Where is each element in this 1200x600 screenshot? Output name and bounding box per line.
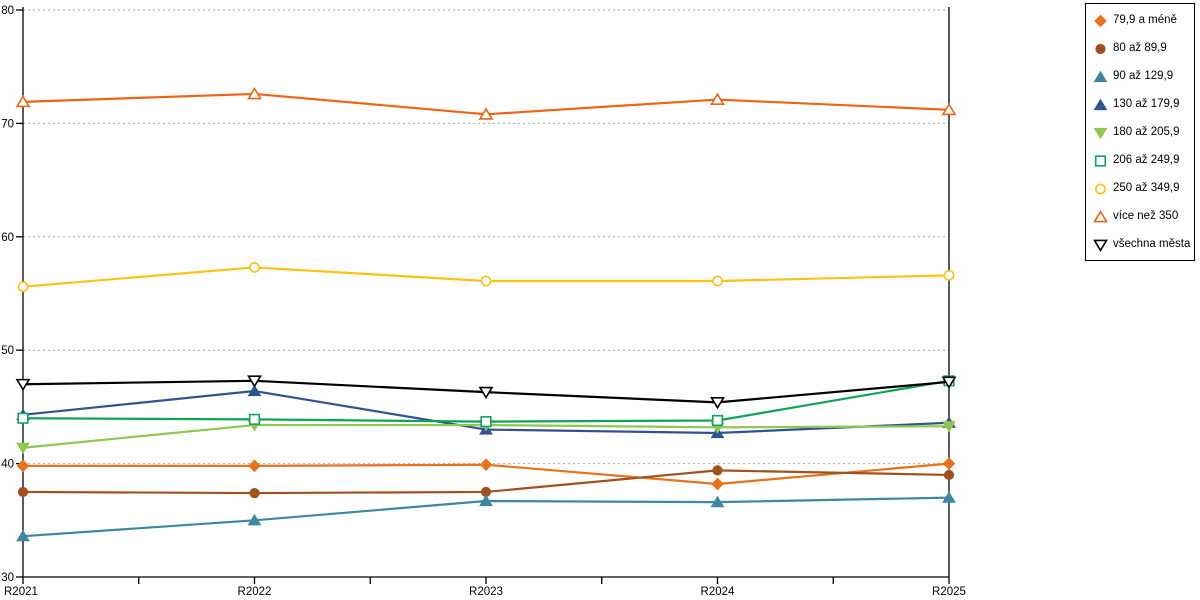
legend-item-label: 206 až 249,9 [1113,154,1180,166]
legend-marker-icon [1093,239,1108,252]
data-point-marker [478,107,494,120]
data-point-marker [712,275,723,287]
square-marker-glyph [1094,154,1107,167]
data-point-marker [16,529,30,542]
legend-marker-icon [1093,209,1108,222]
data-point-marker [711,477,724,491]
diamond-marker-glyph [1094,14,1107,27]
legend-item: všechna města [1093,237,1194,252]
legend-item-label: 180 až 205,9 [1113,126,1180,138]
data-point-marker [711,414,724,427]
data-point-marker [710,396,725,410]
legend-item: 80 až 89,9 [1093,41,1194,56]
data-point-marker [480,275,492,287]
triangle-up-marker-glyph [1093,70,1108,82]
data-point-marker [941,102,957,116]
data-point-marker [710,92,725,105]
x-axis-tick-label: R2021 [4,586,38,598]
triangle-down-marker-glyph [1093,127,1108,139]
data-point-marker [712,465,723,476]
legend-marker-icon [1093,98,1108,110]
data-point-marker [480,416,492,428]
data-point-marker [247,86,262,100]
legend-item-label: 90 až 129,9 [1113,70,1174,82]
legend-marker-icon [1093,70,1108,82]
y-axis-tick-label: 80 [1,5,14,17]
y-axis-tick-label: 70 [1,118,14,130]
data-point-marker [942,457,956,470]
legend-item: 250 až 349,9 [1093,181,1194,196]
legend-marker-icon [1095,43,1106,54]
data-point-marker [479,458,493,472]
data-point-marker [943,469,955,481]
data-point-marker [941,376,957,389]
data-point-marker [16,442,30,455]
data-point-marker [17,412,29,424]
legend-item-label: 79,9 a méně [1113,14,1177,26]
legend-item: 130 až 179,9 [1093,97,1194,112]
x-axis-tick-label: R2024 [701,586,735,598]
legend-item: 206 až 249,9 [1093,153,1194,168]
data-point-marker [710,495,725,508]
circle-marker-glyph [1095,43,1106,54]
y-axis-tick-label: 60 [1,232,14,244]
x-axis-tick-label: R2025 [932,586,966,598]
y-axis-tick-label: 30 [1,572,14,584]
data-point-marker [249,487,260,499]
legend-marker-icon [1094,14,1107,27]
data-point-marker [942,421,956,433]
triangle-down-marker-glyph [1093,239,1108,252]
x-axis-tick-label: R2023 [469,586,503,598]
y-axis-tick-label: 50 [1,345,14,357]
circle-marker-glyph [1095,183,1106,194]
data-point-marker [943,269,955,281]
legend-item-label: všechna města [1113,238,1191,250]
legend-marker-icon [1095,183,1106,194]
legend-item-label: 80 až 89,9 [1113,42,1167,54]
data-point-marker [248,413,261,425]
legend-item-label: 250 až 349,9 [1113,182,1180,194]
data-point-marker [17,281,29,293]
legend-item: 90 až 129,9 [1093,69,1194,84]
triangle-up-marker-glyph [1093,98,1108,110]
data-point-marker [247,384,262,397]
legend-item: 79,9 a méně [1093,13,1194,28]
data-point-marker [15,94,31,108]
triangle-up-marker-glyph [1093,209,1108,222]
data-point-marker [249,262,260,273]
data-point-marker [15,378,31,392]
data-point-marker [17,486,29,498]
data-point-marker [247,375,262,388]
legend-item-label: 130 až 179,9 [1113,98,1180,110]
legend-marker-icon [1093,127,1108,139]
data-point-marker [478,386,494,400]
data-point-marker [16,459,30,473]
legend-item-label: více než 350 [1113,210,1179,222]
data-point-marker [248,459,261,473]
y-axis-tick-label: 40 [1,459,14,471]
data-point-marker [479,494,493,507]
legend: 79,9 a méně 80 až 89,9 90 až 129,9 130 až 1… [1085,3,1195,261]
x-axis-tick-label: R2022 [238,586,272,598]
legend-item: 180 až 205,9 [1093,125,1194,140]
data-point-marker [942,491,956,503]
legend-item: více než 350 [1093,209,1194,224]
legend-marker-icon [1094,154,1107,167]
data-point-marker [247,513,262,526]
